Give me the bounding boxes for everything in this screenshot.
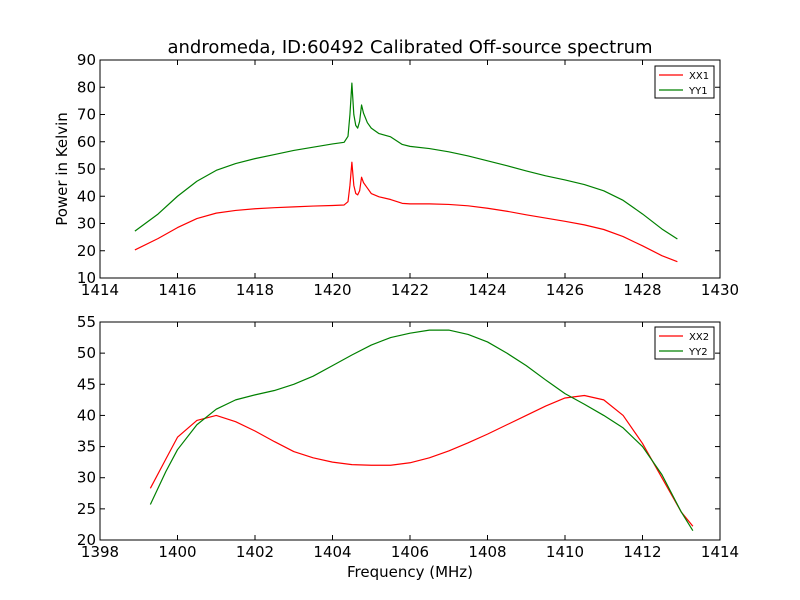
y-tick-label: 20 xyxy=(77,531,96,549)
x-tick-label: 1412 xyxy=(623,543,661,561)
x-tick-label: 1424 xyxy=(468,281,506,299)
x-tick-label: 1414 xyxy=(81,281,119,299)
bottom-panel: 1398 1400 1402 1404 1406 1408 1410 1412 1414 20 25… xyxy=(77,313,739,561)
y-tick-label: 50 xyxy=(77,160,96,178)
x-tick-label: 1422 xyxy=(391,281,429,299)
x-tick-label: 1418 xyxy=(236,281,274,299)
y-tick-label: 30 xyxy=(77,215,96,233)
chart-title-top: andromeda, ID:60492 Calibrated Off-sourc… xyxy=(167,37,652,58)
x-tick-label: 1402 xyxy=(236,543,274,561)
x-tick-label: 1400 xyxy=(158,543,196,561)
y-tick-label: 40 xyxy=(77,187,96,205)
y-tick-label: 10 xyxy=(77,269,96,287)
legend-box xyxy=(654,65,715,99)
y-tick-label: 55 xyxy=(77,313,96,331)
x-tick-label: 1416 xyxy=(158,281,196,299)
legend-box xyxy=(654,326,715,360)
series-line-yy2 xyxy=(149,329,694,531)
legend-label-yy1: YY1 xyxy=(688,86,708,97)
y-tick-label: 50 xyxy=(77,344,96,362)
legend-label-xx2: XX2 xyxy=(689,332,709,343)
y-axis-label-top: Power in Kelvin xyxy=(53,112,71,226)
x-tick-label: 1410 xyxy=(546,543,584,561)
x-tick-label: 1426 xyxy=(546,281,584,299)
y-tick-label: 25 xyxy=(77,500,96,518)
y-tick-label: 45 xyxy=(77,375,96,393)
series-line-yy1 xyxy=(134,82,678,240)
legend-label-xx1: XX1 xyxy=(689,71,709,82)
x-tick-label: 1408 xyxy=(468,543,506,561)
x-tick-label: 1406 xyxy=(391,543,429,561)
x-tick-label: 1404 xyxy=(313,543,351,561)
x-axis-label-bottom: Frequency (MHz) xyxy=(347,563,473,581)
axes-frame xyxy=(99,59,721,279)
y-tick-label: 30 xyxy=(77,469,96,487)
x-tick-label: 1420 xyxy=(313,281,351,299)
x-tick-label: 1414 xyxy=(701,543,739,561)
y-tick-label: 80 xyxy=(77,78,96,96)
x-tick-label: 1398 xyxy=(81,543,119,561)
y-tick-label: 35 xyxy=(77,438,96,456)
legend-label-yy2: YY2 xyxy=(688,347,708,358)
y-tick-label: 20 xyxy=(77,242,96,260)
y-tick-label: 70 xyxy=(77,106,96,124)
y-tick-label: 90 xyxy=(77,51,96,69)
x-tick-label: 1428 xyxy=(623,281,661,299)
y-tick-label: 60 xyxy=(77,133,96,151)
top-panel: 1414 1416 1418 1420 1422 1424 1426 1428 1430 10 20… xyxy=(77,51,739,299)
y-tick-label: 40 xyxy=(77,406,96,424)
series-line-xx2 xyxy=(149,394,694,527)
x-tick-label: 1430 xyxy=(701,281,739,299)
series-line-xx1 xyxy=(134,161,678,263)
